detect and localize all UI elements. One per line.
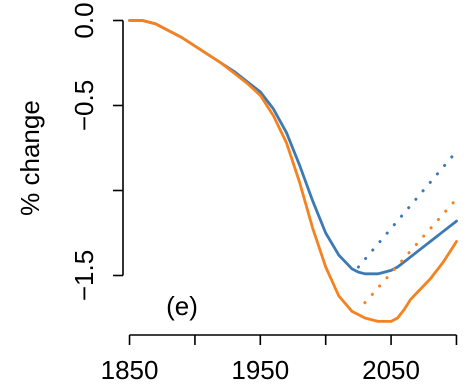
y-tick-label-3: −1.5 [69, 250, 99, 301]
y-tick-label-1: −0.5 [69, 80, 99, 131]
x-tick-label-1950: 1950 [231, 355, 289, 385]
y-axis-label: % change [15, 100, 45, 216]
x-tick-label-1850: 1850 [101, 355, 159, 385]
axis-frame [122, 20, 457, 336]
x-tick-label-2050: 2050 [362, 355, 420, 385]
x-axis-ticks: 1850 1950 2050 [101, 335, 458, 385]
panel-label: (e) [166, 291, 198, 321]
series-line-0-solid [128, 19, 458, 276]
series-line-1-solid [128, 19, 458, 323]
plot-lines [128, 19, 458, 323]
series-line-3-dotted [363, 197, 458, 305]
y-tick-label-0: 0.0 [69, 2, 99, 38]
series-line-2-dotted [356, 149, 458, 269]
chart-axes [122, 20, 457, 336]
y-axis-ticks: 0.0 −0.5 −1.5 [69, 2, 123, 301]
